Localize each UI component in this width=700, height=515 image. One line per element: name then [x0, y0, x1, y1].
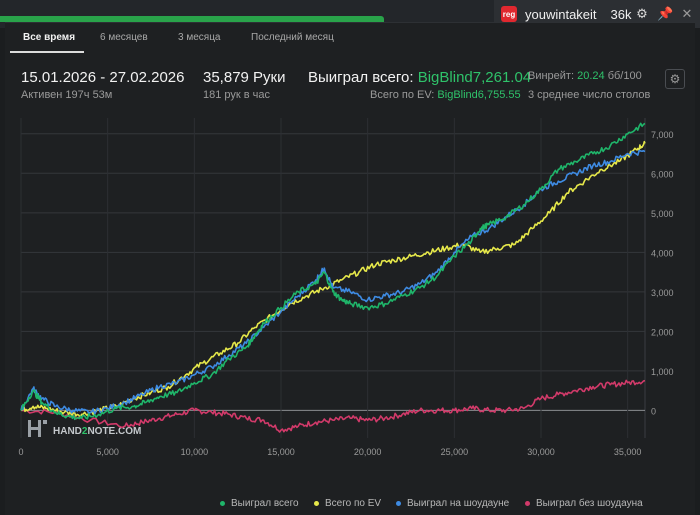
ev-total-value: BigBlind6,755.55 [437, 89, 521, 101]
close-icon[interactable]: ✕ [681, 6, 693, 21]
y-tick-label: 2,000 [651, 327, 674, 337]
legend-label: Выиграл всего [231, 497, 299, 509]
y-axis-ticks: 0 1,000 2,000 3,000 4,000 5,000 6,000 7,000 [651, 130, 674, 417]
legend-label: Выиграл на шоудауне [407, 497, 510, 509]
room-badge: reg [501, 6, 517, 22]
series-lines [20, 122, 646, 433]
legend-item-showdown[interactable]: Выиграл на шоудауне [396, 496, 509, 510]
x-tick-label: 0 [18, 447, 23, 457]
hand2note-watermark: HAND2NOTE.COM [28, 420, 141, 437]
window-header-strip [0, 16, 384, 22]
period-tabs: Все время 6 месяцев 3 месяца Последний м… [5, 23, 695, 53]
winrate-label: Винрейт: [528, 70, 575, 82]
date-range: 15.01.2026 - 27.02.2026 [21, 69, 185, 86]
y-tick-label: 3,000 [651, 288, 674, 298]
y-tick-label: 1,000 [651, 367, 674, 377]
y-tick-label: 0 [651, 406, 656, 416]
tab-all-time[interactable]: Все время [23, 32, 76, 43]
won-total: Выиграл всего: BigBlind7,261.04 [308, 69, 531, 86]
x-tick-label: 30,000 [527, 447, 555, 457]
legend-item-ev-total[interactable]: Всего по EV [314, 496, 381, 510]
active-tab-indicator [10, 51, 84, 53]
y-tick-label: 5,000 [651, 209, 674, 219]
won-total-value: BigBlind7,261.04 [417, 69, 532, 86]
series-line-3 [20, 379, 646, 433]
legend-dot-icon [220, 500, 225, 506]
stats-panel: Все время 6 месяцев 3 месяца Последний м… [5, 22, 695, 515]
x-tick-label: 5,000 [96, 447, 119, 457]
x-axis-ticks: 0 5,000 10,000 15,000 20,000 25,000 30,000 35,0… [18, 447, 641, 457]
x-tick-label: 20,000 [354, 447, 382, 457]
x-tick-label: 25,000 [441, 447, 469, 457]
profit-graph: 0 1,000 2,000 3,000 4,000 5,000 6,000 7,000 0 5,… [18, 118, 674, 457]
winrate-value: 20.24 [577, 70, 605, 82]
legend-item-won-total[interactable]: Выиграл всего [220, 496, 299, 510]
x-tick-label: 35,000 [614, 447, 642, 457]
pin-icon[interactable]: 📌 [657, 6, 674, 21]
tab-6-months[interactable]: 6 месяцев [100, 32, 148, 43]
y-tick-label: 6,000 [651, 169, 674, 179]
legend-label: Выиграл без шоудауна [536, 497, 643, 509]
x-tick-label: 10,000 [181, 447, 209, 457]
chart-settings-button[interactable]: ⚙ [665, 69, 685, 89]
legend-dot-icon [314, 500, 319, 506]
legend-dot-icon [525, 500, 530, 506]
legend-label: Всего по EV [325, 497, 382, 509]
legend-item-non-showdown[interactable]: Выиграл без шоудауна [525, 496, 643, 510]
y-tick-label: 4,000 [651, 248, 674, 258]
tab-last-month[interactable]: Последний месяц [251, 32, 334, 43]
legend-dot-icon [396, 500, 401, 506]
hand-count: 36k [610, 6, 632, 22]
hand2note-logo-icon [28, 420, 47, 437]
watermark-text: HAND2NOTE.COM [53, 426, 141, 437]
series-line-0 [20, 122, 646, 421]
hands-per-hour: 181 рук в час [203, 89, 271, 101]
username[interactable]: youwintakeit [525, 6, 597, 22]
winrate: Винрейт: 20.24 бб/100 [528, 70, 642, 82]
avg-tables: 3 среднее число столов [528, 89, 651, 101]
ev-total: Всего по EV: BigBlind6,755.55 [370, 89, 521, 101]
gear-icon: ⚙ [669, 72, 681, 86]
tab-3-months[interactable]: 3 месяца [178, 32, 221, 43]
winrate-unit: бб/100 [607, 70, 642, 82]
active-time: Активен 197ч 53м [21, 89, 113, 101]
hands-count: 35,879 Руки [203, 69, 286, 86]
chart-grid [20, 118, 646, 438]
gear-icon[interactable]: ⚙ [636, 6, 648, 21]
x-tick-label: 15,000 [267, 447, 295, 457]
y-tick-label: 7,000 [651, 130, 674, 140]
won-total-label: Выиграл всего: [308, 69, 414, 86]
series-line-2 [20, 149, 646, 415]
ev-total-label: Всего по EV: [370, 89, 435, 101]
